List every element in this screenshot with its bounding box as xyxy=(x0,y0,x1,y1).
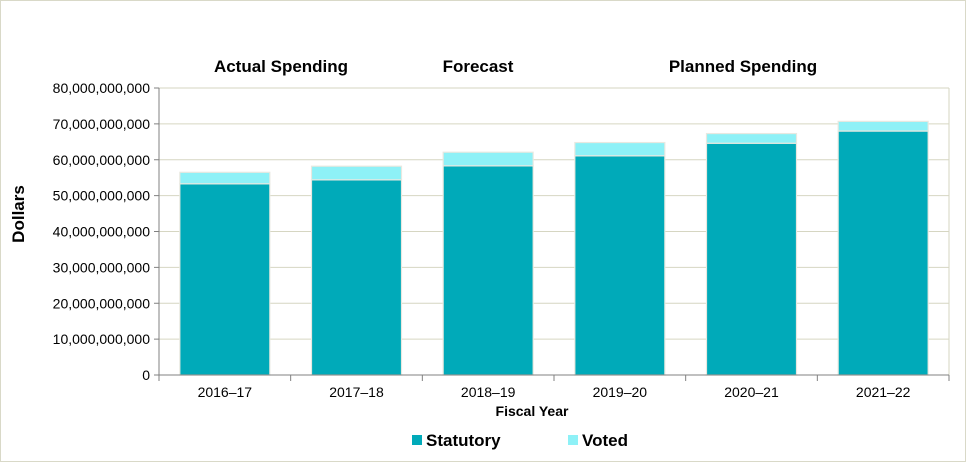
bar-statutory-2021–22 xyxy=(837,130,929,376)
x-tick-label: 2016–17 xyxy=(198,384,253,400)
y-tick-label: 40,000,000,000 xyxy=(53,224,151,240)
x-tick-label: 2019–20 xyxy=(593,384,648,400)
section-label-planned: Planned Spending xyxy=(669,57,817,76)
y-tick-label: 50,000,000,000 xyxy=(53,188,151,204)
legend-label-statutory: Statutory xyxy=(426,431,501,450)
bar-statutory-2020–21 xyxy=(705,142,798,376)
y-tick-label: 20,000,000,000 xyxy=(53,295,151,311)
section-label-actual: Actual Spending xyxy=(214,57,348,76)
section-label-forecast: Forecast xyxy=(443,57,514,76)
bar-statutory-2019–20 xyxy=(574,155,666,376)
bar-voted-2017–18 xyxy=(310,165,403,181)
bar-voted-2018–19 xyxy=(442,151,534,167)
legend-label-voted: Voted xyxy=(582,431,628,450)
y-tick-label: 10,000,000,000 xyxy=(53,331,151,347)
legend-swatch-statutory xyxy=(412,435,422,445)
y-tick-label: 60,000,000,000 xyxy=(53,152,151,168)
bar-statutory-2018–19 xyxy=(442,165,534,376)
y-tick-label: 70,000,000,000 xyxy=(53,116,151,132)
bar-statutory-2017–18 xyxy=(310,179,403,376)
x-tick-label: 2020–21 xyxy=(724,384,779,400)
bar-statutory-2016–17 xyxy=(179,183,271,376)
x-axis-title: Fiscal Year xyxy=(496,403,569,419)
y-tick-label: 30,000,000,000 xyxy=(53,259,151,275)
y-tick-label: 0 xyxy=(142,367,150,383)
y-tick-label: 80,000,000,000 xyxy=(53,80,151,96)
x-tick-label: 2018–19 xyxy=(461,384,516,400)
legend-swatch-voted xyxy=(568,435,578,445)
y-axis-title: Dollars xyxy=(9,185,28,243)
x-tick-label: 2017–18 xyxy=(329,384,384,400)
bar-voted-2021–22 xyxy=(837,120,929,132)
x-tick-label: 2021–22 xyxy=(856,384,911,400)
bar-voted-2016–17 xyxy=(179,171,271,185)
bar-voted-2019–20 xyxy=(574,141,666,157)
bar-voted-2020–21 xyxy=(705,132,798,144)
